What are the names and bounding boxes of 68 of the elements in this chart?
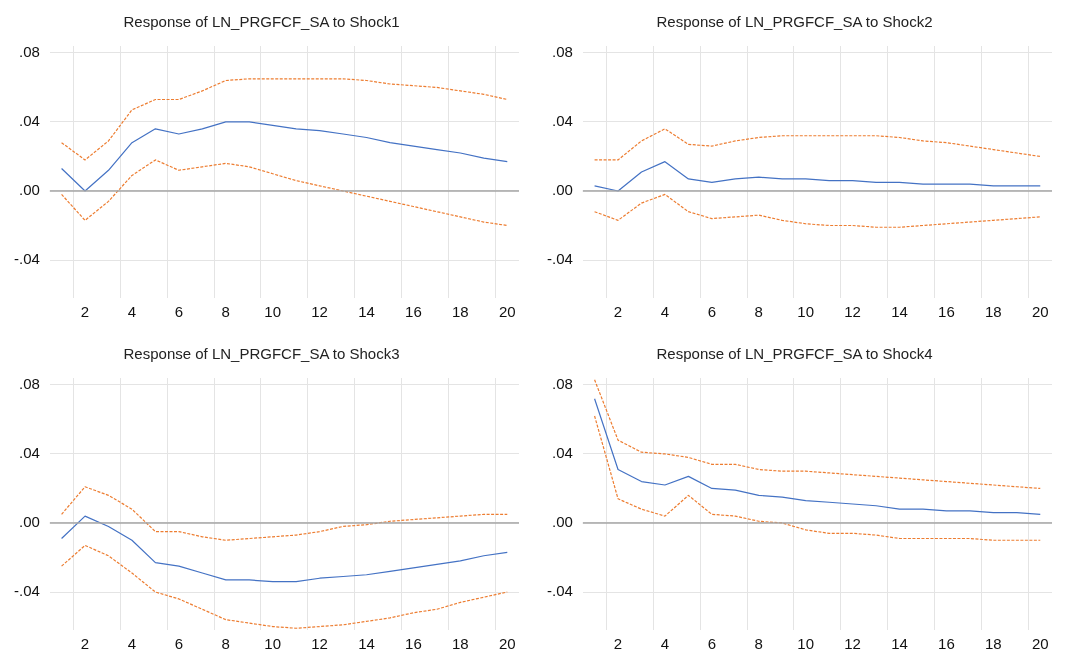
x-tick-label: 14	[891, 635, 908, 653]
x-tick-label: 8	[754, 635, 763, 653]
y-tick-label: -.04	[13, 582, 40, 600]
x-tick-label: 4	[127, 635, 137, 653]
y-tick-label: .08	[18, 375, 40, 393]
y-tick-label: .04	[18, 444, 40, 462]
x-tick-label: 16	[938, 635, 955, 653]
x-tick-label: 18	[985, 303, 1002, 321]
x-tick-label: 16	[405, 303, 422, 321]
y-tick-label: -.04	[546, 250, 573, 268]
chart-title: Response of LN_PRGFCF_SA to Shock4	[656, 345, 933, 363]
line-series	[593, 415, 1041, 541]
x-tick-label: 2	[613, 303, 623, 321]
y-tick-label: .00	[551, 181, 573, 199]
x-tick-label: 8	[754, 303, 763, 321]
x-tick-label: 8	[221, 635, 230, 653]
x-tick-label: 20	[498, 303, 516, 321]
x-tick-label: 18	[985, 635, 1002, 653]
x-tick-label: 4	[660, 303, 670, 321]
x-tick-label: 2	[80, 303, 90, 321]
x-tick-label: 10	[797, 303, 815, 321]
x-tick-label: 12	[311, 303, 328, 321]
x-tick-label: 18	[452, 303, 469, 321]
y-tick-label: .04	[551, 112, 573, 130]
x-tick-label: 18	[452, 635, 469, 653]
x-tick-label: 6	[707, 635, 717, 653]
x-tick-label: 12	[844, 303, 861, 321]
x-tick-label: 14	[358, 635, 375, 653]
x-tick-label: 10	[797, 635, 815, 653]
line-series	[60, 486, 508, 541]
x-tick-label: 8	[221, 303, 230, 321]
x-tick-label: 12	[844, 635, 861, 653]
line-series	[593, 128, 1041, 161]
y-tick-label: .00	[18, 181, 40, 199]
x-tick-label: 2	[80, 635, 90, 653]
x-tick-label: 4	[127, 303, 137, 321]
x-tick-label: 10	[264, 635, 282, 653]
y-tick-label: .04	[551, 444, 573, 462]
x-tick-label: 10	[264, 303, 282, 321]
line-series	[60, 159, 508, 227]
y-tick-label: .00	[18, 513, 40, 531]
line-series	[593, 193, 1041, 228]
y-tick-label: .08	[18, 43, 40, 61]
x-tick-label: 6	[707, 303, 717, 321]
y-tick-label: -.04	[13, 250, 40, 268]
x-tick-label: 20	[1031, 635, 1049, 653]
chart-title: Response of LN_PRGFCF_SA to Shock3	[123, 345, 400, 363]
y-tick-label: .08	[551, 43, 573, 61]
y-tick-label: -.04	[546, 582, 573, 600]
x-tick-label: 16	[938, 303, 955, 321]
x-tick-label: 4	[660, 635, 670, 653]
chart-title: Response of LN_PRGFCF_SA to Shock1	[123, 13, 400, 31]
line-series	[60, 544, 508, 629]
x-tick-label: 14	[358, 303, 375, 321]
y-tick-label: .04	[18, 112, 40, 130]
x-tick-label: 14	[891, 303, 908, 321]
x-tick-label: 16	[405, 635, 422, 653]
x-tick-label: 20	[498, 635, 516, 653]
x-tick-label: 6	[174, 303, 184, 321]
x-tick-label: 12	[311, 635, 328, 653]
chart-title: Response of LN_PRGFCF_SA to Shock2	[656, 13, 933, 31]
line-series	[593, 379, 1041, 490]
x-tick-label: 2	[613, 635, 623, 653]
y-tick-label: .00	[551, 513, 573, 531]
y-tick-label: .08	[551, 375, 573, 393]
x-tick-label: 20	[1031, 303, 1049, 321]
line-series	[60, 78, 508, 161]
x-tick-label: 6	[174, 635, 184, 653]
